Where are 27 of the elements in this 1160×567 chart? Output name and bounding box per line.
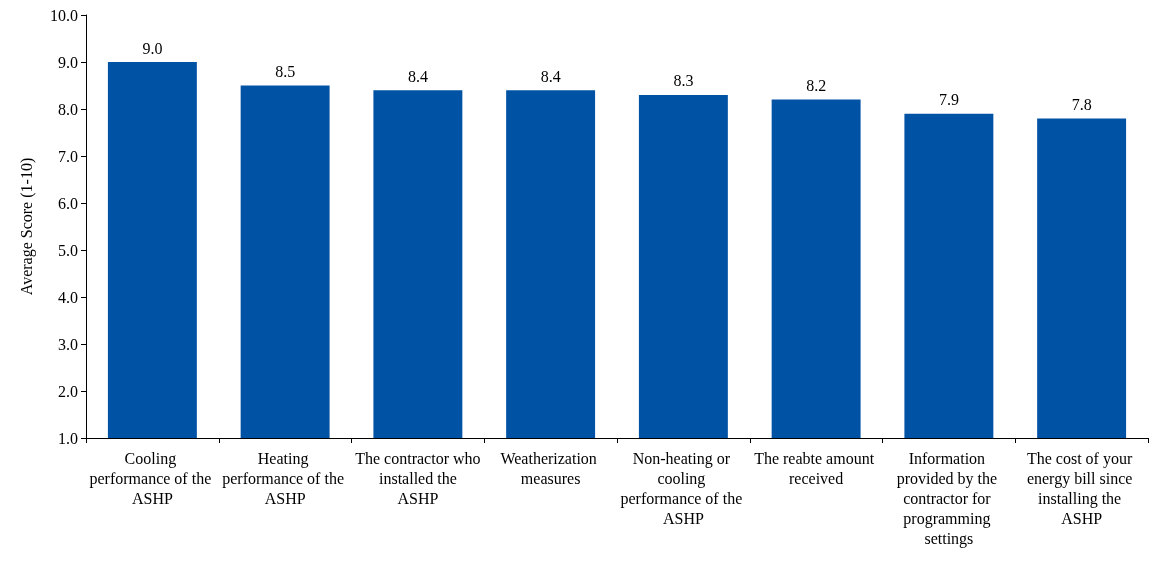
data-label: 8.2 <box>806 77 827 95</box>
data-label: 8.4 <box>540 67 561 85</box>
y-axis-title: Average Score (1-10) <box>17 157 36 296</box>
y-tick-label: 7.0 <box>58 147 78 165</box>
x-tick-label: Cooling performance of the ASHP <box>89 449 216 507</box>
x-tick-label: Non-heating or cooling performance of the ASHP <box>620 449 747 527</box>
y-tick-label: 8.0 <box>58 100 78 118</box>
y-tick-label: 1.0 <box>58 429 78 447</box>
data-label: 9.0 <box>142 39 163 57</box>
x-tick-label: The contractor who installed the ASHP <box>355 449 481 507</box>
y-tick-label: 2.0 <box>58 382 78 400</box>
data-label: 7.8 <box>1071 95 1092 113</box>
x-tick-label: The reabte amount received <box>754 449 879 487</box>
y-tick-label: 10.0 <box>50 6 78 24</box>
x-tick-label: The cost of your energy bill since installing the ASHP <box>1026 449 1137 527</box>
x-tick-label: Heating performance of the ASHP <box>222 449 348 507</box>
y-tick-label: 9.0 <box>58 53 78 71</box>
y-tick-label: 4.0 <box>58 288 78 306</box>
data-label: 8.4 <box>407 67 428 85</box>
x-tick-label: Information provided by the contractor for programming settings <box>896 449 1002 548</box>
data-label: 8.5 <box>275 63 296 80</box>
y-tick-label: 6.0 <box>58 194 78 212</box>
data-label: 8.3 <box>673 72 694 90</box>
x-tick-label: Weatherization measures <box>500 449 601 487</box>
y-tick-label: 3.0 <box>58 335 78 353</box>
y-tick-label: 5.0 <box>58 241 78 259</box>
data-label: 7.9 <box>938 91 959 109</box>
